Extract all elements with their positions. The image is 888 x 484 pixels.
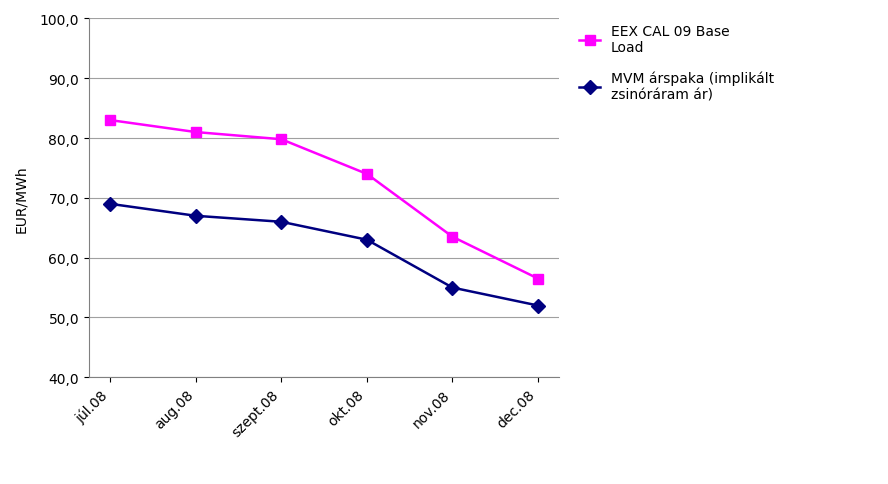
EEX CAL 09 Base
Load xyxy=(276,137,287,143)
MVM árspaka (implikált
zsinóráram ár) xyxy=(448,285,458,291)
MVM árspaka (implikált
zsinóráram ár) xyxy=(533,303,543,309)
MVM árspaka (implikált
zsinóráram ár) xyxy=(190,213,201,219)
EEX CAL 09 Base
Load xyxy=(105,118,115,124)
Line: EEX CAL 09 Base
Load: EEX CAL 09 Base Load xyxy=(106,116,543,284)
MVM árspaka (implikált
zsinóráram ár) xyxy=(105,201,115,207)
Legend: EEX CAL 09 Base
Load, MVM árspaka (implikált
zsinóráram ár): EEX CAL 09 Base Load, MVM árspaka (impli… xyxy=(574,19,780,108)
Y-axis label: EUR/MWh: EUR/MWh xyxy=(14,165,28,232)
MVM árspaka (implikált
zsinóráram ár) xyxy=(361,237,372,243)
EEX CAL 09 Base
Load xyxy=(448,234,458,240)
MVM árspaka (implikált
zsinóráram ár) xyxy=(276,219,287,225)
EEX CAL 09 Base
Load xyxy=(190,130,201,136)
Line: MVM árspaka (implikált
zsinóráram ár): MVM árspaka (implikált zsinóráram ár) xyxy=(106,199,543,311)
EEX CAL 09 Base
Load xyxy=(533,276,543,282)
EEX CAL 09 Base
Load xyxy=(361,172,372,178)
